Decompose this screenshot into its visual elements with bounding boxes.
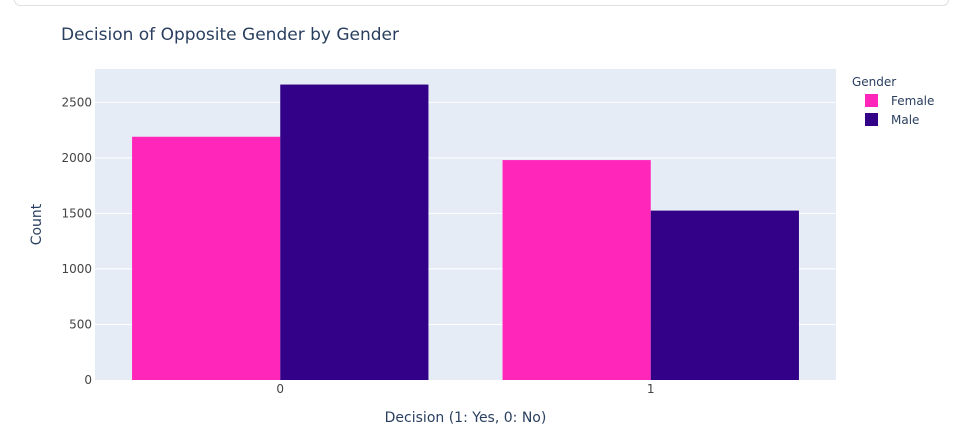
legend[interactable]: Gender Female Male: [852, 75, 934, 127]
bar-male-1[interactable]: [650, 210, 799, 380]
y-tick-label: 1500: [61, 206, 92, 220]
legend-swatch-female: [865, 94, 878, 107]
x-tick-label: 0: [276, 382, 284, 396]
legend-label-male[interactable]: Male: [891, 113, 919, 127]
y-tick-label: 1000: [61, 262, 92, 276]
bar-male-0[interactable]: [280, 84, 429, 381]
y-tick-label: 2000: [61, 151, 92, 165]
chart-title: Decision of Opposite Gender by Gender: [61, 25, 399, 45]
y-tick-label: 500: [69, 317, 92, 331]
y-axis-label: Count: [29, 203, 45, 245]
legend-label-female[interactable]: Female: [891, 94, 934, 108]
y-tick-label: 0: [84, 373, 92, 387]
legend-title: Gender: [852, 75, 896, 89]
bar-female-1[interactable]: [502, 160, 651, 380]
x-tick-label: 1: [647, 382, 655, 396]
y-tick-label: 2500: [61, 95, 92, 109]
bar-female-0[interactable]: [132, 136, 281, 380]
y-axis-ticks: 0 500 1000 1500 2000 2500: [61, 95, 92, 387]
x-axis-label: Decision (1: Yes, 0: No): [385, 410, 547, 426]
legend-swatch-male: [865, 113, 878, 126]
bars: [132, 84, 799, 381]
